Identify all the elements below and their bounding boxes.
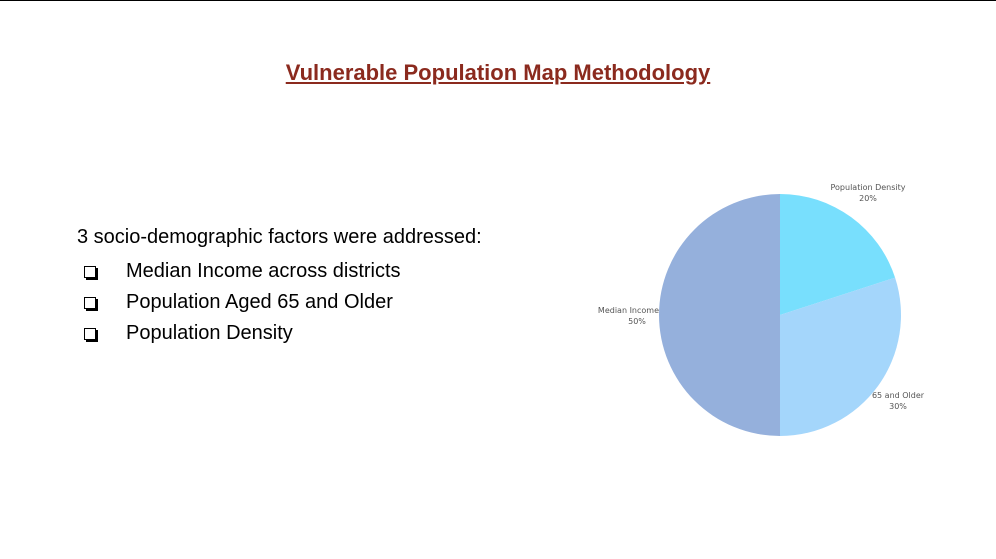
page-title: Vulnerable Population Map Methodology [285,60,711,85]
list-item: Median Income across districts [84,256,401,287]
factor-label: Median Income across districts [126,260,401,282]
pie-slice-population-density [780,194,896,315]
slice-value-label: 50% [628,317,646,326]
slice-value-label: 20% [859,194,877,203]
pie-slice-median-income [659,194,780,436]
checkbox-bullet-icon [84,265,96,278]
slice-value-label: 30% [889,402,907,411]
slice-category-label: Median Income [598,306,659,315]
slice-category-label: Population Density [831,183,906,192]
intro-text: 3 socio-demographic factors were address… [77,226,482,248]
pie-slice-65-and-older [780,277,901,436]
slice-category-label: 65 and Older [872,391,925,400]
checkbox-bullet-icon [84,296,96,309]
list-item: Population Density [84,318,401,349]
factor-list: Median Income across districts Populatio… [84,256,401,349]
list-item: Population Aged 65 and Older [84,287,401,318]
top-border-line [0,0,996,1]
checkbox-bullet-icon [84,327,96,340]
factor-label: Population Density [126,322,293,344]
factor-label: Population Aged 65 and Older [126,291,393,313]
pie-chart: Population Density 20% 65 and Older 30% Medi… [598,183,925,436]
